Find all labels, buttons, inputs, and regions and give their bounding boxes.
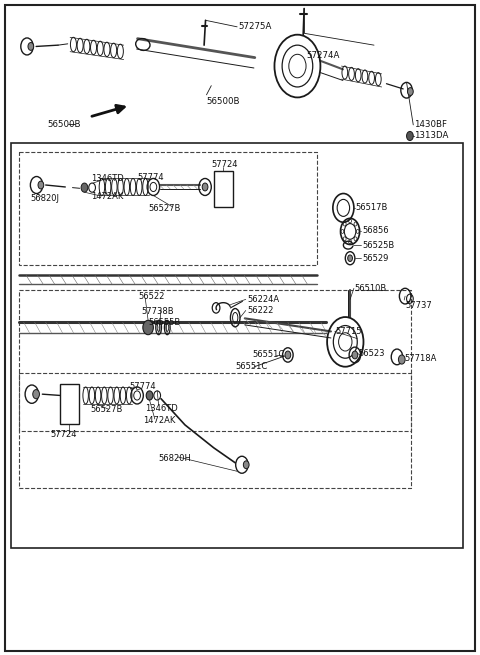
Circle shape [243, 461, 249, 469]
Text: 56529: 56529 [362, 253, 388, 263]
Text: 56224A: 56224A [247, 295, 279, 304]
Text: 1346TD: 1346TD [145, 404, 178, 413]
Text: 1346TD: 1346TD [91, 174, 123, 183]
Text: 56551C: 56551C [252, 350, 284, 360]
Text: 1472AK: 1472AK [91, 193, 123, 201]
Text: 56820J: 56820J [31, 194, 60, 202]
Circle shape [81, 183, 88, 192]
Text: 56525B: 56525B [362, 240, 394, 250]
Text: 57774: 57774 [129, 382, 156, 391]
Text: 56527B: 56527B [148, 204, 180, 213]
Text: 56820H: 56820H [158, 454, 192, 462]
Text: 57715: 57715 [336, 327, 362, 336]
Text: 1472AK: 1472AK [144, 416, 176, 425]
Text: 57718A: 57718A [404, 354, 436, 363]
Text: 56555B: 56555B [148, 318, 180, 327]
Circle shape [348, 255, 352, 261]
Polygon shape [11, 143, 463, 548]
Text: 56856: 56856 [362, 226, 389, 235]
Text: 1313DA: 1313DA [414, 132, 449, 140]
Text: 57724: 57724 [50, 430, 76, 439]
Text: 56522: 56522 [138, 291, 165, 301]
Circle shape [146, 391, 153, 400]
Text: 56517B: 56517B [356, 204, 388, 212]
Circle shape [33, 390, 39, 399]
Text: 57738B: 57738B [141, 307, 174, 316]
Text: 56551C: 56551C [235, 362, 267, 371]
Text: 1430BF: 1430BF [414, 121, 447, 130]
Circle shape [407, 132, 413, 141]
Text: 57274A: 57274A [306, 51, 339, 60]
Circle shape [143, 320, 154, 335]
Text: 57275A: 57275A [238, 22, 272, 31]
Text: 56510B: 56510B [355, 284, 387, 293]
Circle shape [285, 351, 291, 359]
Text: 57774: 57774 [138, 173, 164, 181]
Circle shape [38, 181, 44, 189]
Text: 56500B: 56500B [47, 120, 81, 129]
Text: 56527B: 56527B [91, 405, 123, 415]
Text: 56500B: 56500B [206, 98, 240, 106]
Bar [214, 171, 233, 206]
Circle shape [28, 43, 34, 50]
Bar [60, 384, 79, 424]
Text: 57724: 57724 [211, 160, 238, 168]
Circle shape [398, 355, 405, 364]
Circle shape [408, 88, 413, 96]
Text: 56222: 56222 [247, 306, 274, 315]
Text: 56523: 56523 [359, 349, 385, 358]
Text: 57737: 57737 [405, 301, 432, 310]
Circle shape [352, 351, 358, 359]
Circle shape [202, 183, 208, 191]
